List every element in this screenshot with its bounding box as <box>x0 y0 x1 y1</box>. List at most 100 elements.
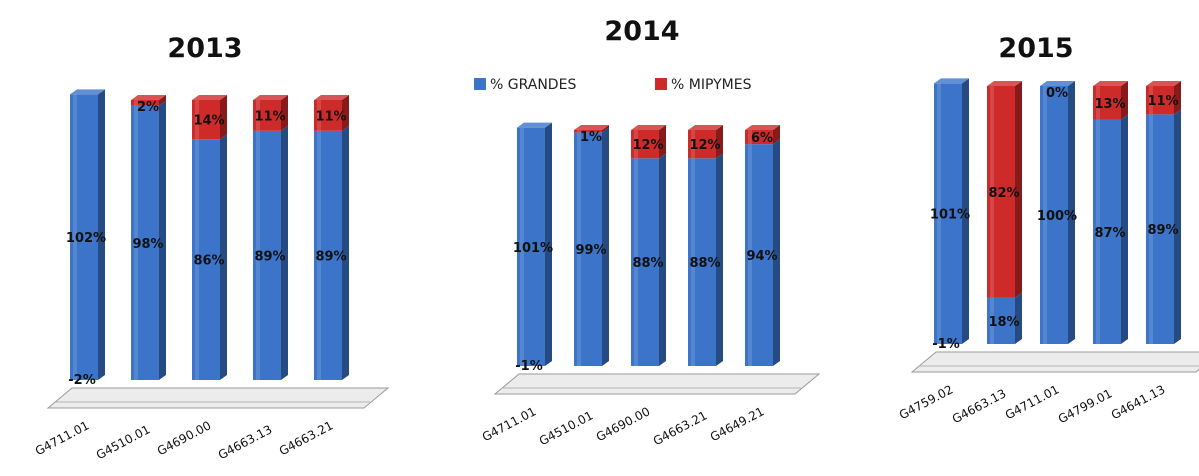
data-label-grandes: 98% <box>132 237 163 252</box>
x-tick-label: G4711.01 <box>1003 382 1062 422</box>
bar-grandes <box>253 125 288 380</box>
data-label-mipymes: 6% <box>751 131 773 146</box>
chart-title-2015: 2015 <box>998 33 1073 64</box>
bar-top <box>131 95 166 100</box>
bar-group-G4711.01: 100% 0% <box>1037 81 1077 344</box>
bar-grandes-highlight <box>1043 86 1047 344</box>
bar-top <box>192 95 227 100</box>
bar-grandes <box>745 139 780 366</box>
bar-grandes <box>688 153 723 366</box>
data-label-grandes: 18% <box>988 315 1019 330</box>
data-label-mipymes: 82% <box>988 186 1019 201</box>
bar-mipymes-highlight <box>195 100 199 140</box>
data-label-grandes: 89% <box>254 249 285 264</box>
data-label-grandes: 87% <box>1094 226 1125 241</box>
bar-grandes-highlight <box>1149 114 1153 344</box>
bar-grandes <box>1040 81 1075 344</box>
data-label-mipymes: 12% <box>632 138 663 153</box>
bar-top <box>1093 81 1128 86</box>
x-tick-label: G4690.00 <box>594 404 653 444</box>
bar-top <box>314 95 349 100</box>
bar-mipymes <box>688 125 723 159</box>
x-tick-label: G4663.21 <box>277 418 336 458</box>
legend-swatch-mipymes <box>655 78 667 90</box>
bar-mipymes-highlight <box>1149 86 1153 115</box>
bar-grandes <box>70 89 105 381</box>
bar-grandes-highlight <box>937 83 941 345</box>
bar-grandes-highlight <box>748 144 752 366</box>
bar-grandes <box>987 292 1022 344</box>
bar-grandes-highlight <box>134 105 138 380</box>
chart-panel-2013: 2013 102% -2% G4711.01 98% 2% G4510.01 86% 14% G4… <box>33 33 390 462</box>
bar-grandes-highlight <box>195 139 199 380</box>
bar-mipymes-front <box>574 130 602 133</box>
data-label-mipymes: 12% <box>689 138 720 153</box>
bar-mipymes <box>745 125 780 145</box>
bar-grandes-side <box>1121 114 1128 344</box>
legend: % GRANDES % MIPYMES <box>474 77 752 93</box>
legend-label-grandes: % GRANDES <box>490 77 576 93</box>
bar-grandes-side <box>545 122 552 366</box>
x-tick-label: G4663.21 <box>651 408 710 448</box>
axis-floor <box>493 373 821 395</box>
bar-grandes-side <box>281 125 288 380</box>
bar-mipymes-side <box>220 95 227 140</box>
bar-group-G4711.01: 102% -2% <box>66 89 106 388</box>
bar-top <box>70 89 105 95</box>
bar-mipymes-side <box>773 125 780 145</box>
bar-mipymes-highlight <box>634 130 638 159</box>
x-tick-label: G4759.02 <box>897 382 956 422</box>
data-label-mipymes: 0% <box>1046 86 1068 101</box>
bar-mipymes <box>1093 81 1128 120</box>
bar-grandes-side <box>962 78 969 345</box>
bar-mipymes <box>631 125 666 159</box>
x-tick-label: G4649.21 <box>708 404 767 444</box>
chart-panel-2015: 2015 101% -1% G4759.02 18% 82% G4663.13 100% 0% G… <box>897 33 1199 426</box>
data-label-grandes: 102% <box>66 231 106 246</box>
bar-mipymes-highlight <box>134 100 138 106</box>
data-label-mipymes: 1% <box>580 130 602 145</box>
bar-top <box>1146 81 1181 86</box>
bar-group-G4663.13: 89% 11% <box>253 95 288 380</box>
bar-mipymes-highlight <box>990 86 994 298</box>
bar-grandes-side <box>716 153 723 366</box>
axis-floor <box>910 351 1199 373</box>
bar-mipymes <box>314 95 349 131</box>
bar-mipymes-side <box>659 125 666 159</box>
data-label-grandes: 101% <box>513 241 553 256</box>
data-label-grandes: 101% <box>930 208 970 223</box>
bar-grandes-side <box>1174 109 1181 344</box>
bar-group-G4690.00: 88% 12% <box>631 125 666 366</box>
bar-grandes-side <box>1015 292 1022 344</box>
bar-mipymes <box>192 95 227 140</box>
bar-grandes-highlight <box>990 297 994 344</box>
bar-grandes-highlight <box>256 130 260 380</box>
bar-grandes-highlight <box>317 130 321 380</box>
bar-grandes <box>131 100 166 380</box>
bar-mipymes-side <box>1174 81 1181 115</box>
bar-grandes-highlight <box>577 132 581 366</box>
data-label-mipymes: 13% <box>1094 97 1125 112</box>
x-tick-label: G4711.01 <box>480 404 539 444</box>
bar-top <box>987 81 1022 86</box>
bar-grandes-side <box>773 139 780 366</box>
bar-top <box>745 125 780 130</box>
bar-mipymes <box>1146 81 1181 115</box>
bar-top <box>253 95 288 100</box>
bar-grandes <box>314 125 349 380</box>
bar-group-G4759.02: 101% -1% <box>930 78 970 352</box>
bar-grandes-side <box>220 134 227 380</box>
data-label-grandes: 86% <box>193 254 224 269</box>
data-label-grandes: 88% <box>632 256 663 271</box>
data-label-mipymes: 11% <box>1147 94 1178 109</box>
bar-mipymes <box>131 95 166 106</box>
bar-group-G4799.01: 87% 13% <box>1093 81 1128 344</box>
bar-group-G4663.21: 89% 11% <box>314 95 349 380</box>
bar-grandes-side <box>342 125 349 380</box>
data-label-grandes: 89% <box>1147 223 1178 238</box>
bar-grandes <box>1146 109 1181 344</box>
legend-label-mipymes: % MIPYMES <box>671 77 752 93</box>
data-label-mipymes: -1% <box>515 359 542 374</box>
